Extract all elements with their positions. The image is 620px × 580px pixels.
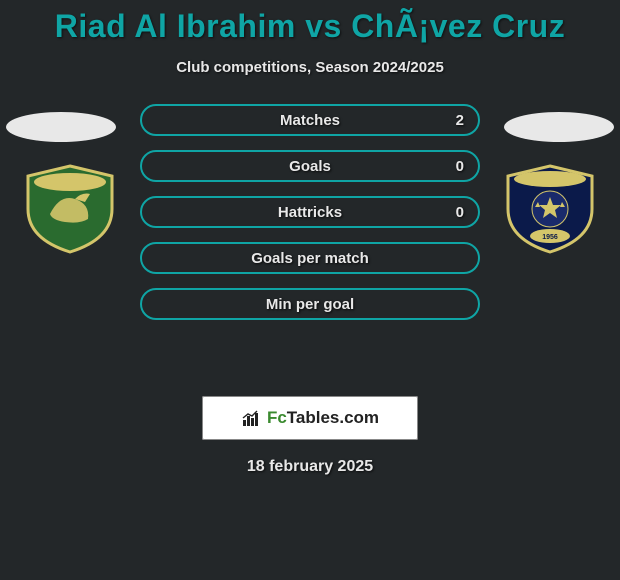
stat-value: 2 [456,112,464,129]
brand-box[interactable]: FcTables.com [202,396,418,440]
stat-row-goals: Goals 0 [140,150,480,182]
shield-icon: 1956 [500,164,600,254]
subtitle: Club competitions, Season 2024/2025 [0,59,620,76]
stat-label: Hattricks [278,204,342,221]
stats-list: Matches 2 Goals 0 Hattricks 0 Goals per … [140,104,480,334]
stat-row-goals-per-match: Goals per match [140,242,480,274]
stat-label: Min per goal [266,296,354,313]
stat-row-hattricks: Hattricks 0 [140,196,480,228]
comparison-area: 1956 Matches 2 Goals 0 Hattricks 0 Goals… [0,104,620,384]
stat-label: Goals [289,158,331,175]
shield-icon [20,164,120,254]
bar-chart-icon [241,408,261,428]
stat-value: 0 [456,158,464,175]
club-badge-right: 1956 [500,164,600,254]
brand-text: FcTables.com [267,408,379,428]
stat-value: 0 [456,204,464,221]
brand-suffix: Tables.com [287,408,379,427]
page-title: Riad Al Ibrahim vs ChÃ¡vez Cruz [0,0,620,45]
player-right-placeholder [504,112,614,142]
stat-label: Matches [280,112,340,129]
stat-label: Goals per match [251,250,369,267]
player-left-placeholder [6,112,116,142]
stat-row-min-per-goal: Min per goal [140,288,480,320]
club-year: 1956 [542,234,558,241]
brand-prefix: Fc [267,408,287,427]
stat-row-matches: Matches 2 [140,104,480,136]
club-badge-left [20,164,120,254]
date-text: 18 february 2025 [0,458,620,476]
